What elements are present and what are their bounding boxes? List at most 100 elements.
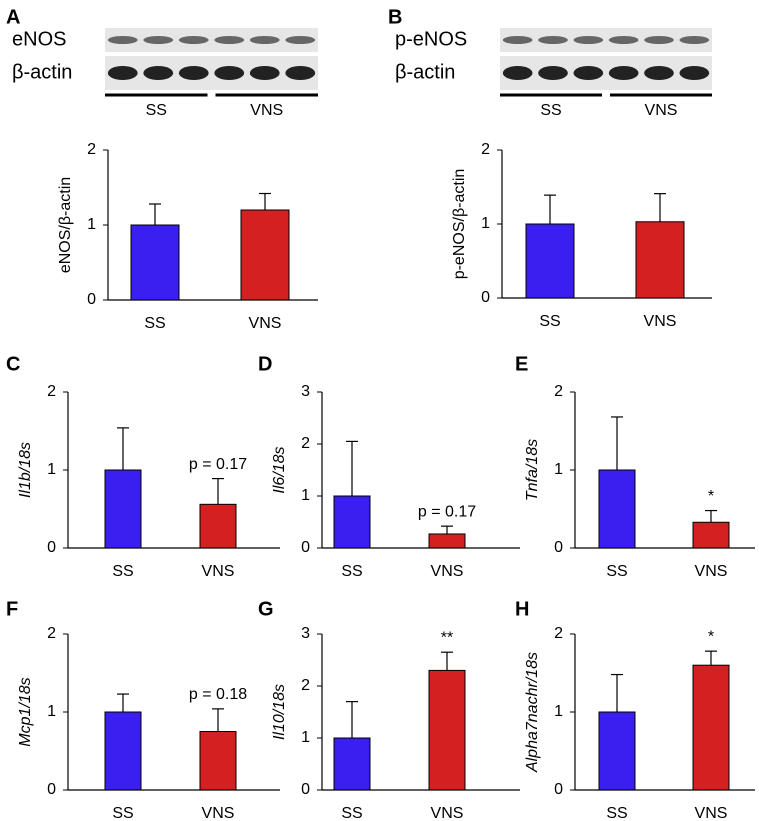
blot-label: p-eNOS: [395, 28, 467, 50]
x-tick-label: VNS: [202, 563, 235, 580]
panel-letter: D: [258, 353, 272, 375]
annotation: p = 0.18: [189, 686, 247, 703]
bar: [333, 495, 371, 549]
bar: [104, 711, 142, 791]
bar: [240, 209, 290, 301]
blot-band: [502, 36, 533, 44]
blot-band: [608, 66, 639, 80]
blot-strip: [500, 28, 712, 52]
x-tick-label: SS: [112, 805, 133, 821]
x-tick-label: SS: [539, 313, 560, 330]
bar: [635, 221, 685, 299]
bar: [199, 503, 237, 549]
bar: [598, 469, 636, 549]
y-tick-label: 0: [47, 781, 56, 798]
y-axis-label: Il1b/18s: [17, 442, 34, 498]
blot-band: [107, 66, 138, 80]
y-tick-label: 2: [47, 625, 56, 642]
blot-strip: [105, 28, 318, 52]
blot-band: [143, 36, 174, 44]
blot-band: [143, 66, 174, 80]
x-tick-label: VNS: [249, 315, 282, 332]
y-tick-label: 2: [554, 383, 563, 400]
y-tick-label: 1: [481, 215, 490, 232]
bar: [333, 737, 371, 791]
y-axis-label: Mcp1/18s: [17, 677, 34, 746]
y-tick-label: 3: [301, 383, 310, 400]
y-tick-label: 1: [301, 729, 310, 746]
annotation: *: [708, 488, 714, 505]
y-tick-label: 1: [47, 461, 56, 478]
y-tick-label: 2: [87, 141, 96, 158]
x-tick-label: VNS: [202, 805, 235, 821]
y-tick-label: 0: [301, 781, 310, 798]
panel-letter: H: [515, 598, 529, 620]
y-axis-label: Il6/18s: [271, 446, 288, 493]
group-label: SS: [540, 102, 561, 119]
y-tick-label: 0: [554, 539, 563, 556]
y-tick-label: 3: [301, 625, 310, 642]
y-tick-label: 0: [47, 539, 56, 556]
y-tick-label: 2: [481, 141, 490, 158]
blot-label: β-actin: [395, 61, 455, 83]
blot-band: [214, 66, 245, 80]
blot-label: β-actin: [12, 61, 72, 83]
blot-label: eNOS: [12, 28, 66, 50]
y-axis-label: Il10/18s: [271, 684, 288, 740]
x-tick-label: VNS: [431, 805, 464, 821]
annotation: p = 0.17: [418, 503, 476, 520]
blot-band: [538, 36, 568, 44]
y-axis-label: eNOS/β-actin: [57, 177, 74, 273]
annotation: p = 0.17: [189, 456, 247, 473]
bar: [692, 521, 730, 549]
y-tick-label: 2: [554, 625, 563, 642]
x-tick-label: SS: [606, 805, 627, 821]
y-tick-label: 1: [554, 461, 563, 478]
bar: [428, 669, 466, 791]
annotation: **: [441, 629, 453, 646]
bar: [130, 224, 180, 301]
blot-band: [679, 66, 710, 80]
x-tick-label: VNS: [695, 805, 728, 821]
blot-band: [573, 36, 604, 44]
panel-letter: G: [258, 598, 274, 620]
y-axis-label: Tnfa/18s: [524, 439, 541, 501]
x-tick-label: VNS: [644, 313, 677, 330]
annotation: *: [708, 628, 714, 645]
y-tick-label: 2: [301, 677, 310, 694]
blot-band: [679, 36, 710, 44]
blot-band: [178, 66, 209, 80]
x-tick-label: SS: [144, 315, 165, 332]
blot-band: [214, 36, 245, 44]
x-tick-label: VNS: [431, 563, 464, 580]
y-tick-label: 1: [87, 216, 96, 233]
panel-letter: B: [388, 6, 402, 28]
y-tick-label: 2: [301, 435, 310, 452]
panel-letter: E: [515, 353, 528, 375]
y-tick-label: 0: [301, 539, 310, 556]
y-tick-label: 1: [301, 487, 310, 504]
y-tick-label: 0: [554, 781, 563, 798]
y-axis-label: Alpha7nachr/18s: [524, 652, 541, 773]
x-tick-label: VNS: [695, 563, 728, 580]
blot-band: [249, 36, 280, 44]
x-tick-label: SS: [341, 805, 362, 821]
blot-band: [608, 36, 639, 44]
blot-band: [573, 66, 604, 80]
blot-strip: [105, 56, 318, 90]
panel-letter: C: [6, 353, 20, 375]
y-tick-label: 1: [47, 703, 56, 720]
blot-band: [285, 36, 316, 44]
y-tick-label: 1: [554, 703, 563, 720]
blot-band: [644, 66, 674, 80]
bar: [199, 731, 237, 791]
blot-band: [502, 66, 533, 80]
blot-band: [285, 66, 316, 80]
bar: [692, 664, 730, 791]
group-label: VNS: [645, 102, 678, 119]
bar: [104, 469, 142, 549]
group-label: SS: [146, 102, 167, 119]
bar: [598, 711, 636, 791]
blot-band: [178, 36, 209, 44]
